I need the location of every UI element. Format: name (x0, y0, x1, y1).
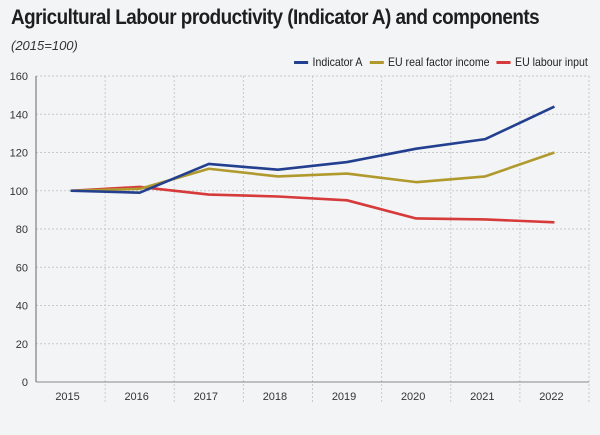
y-tick-label: 20 (16, 339, 28, 351)
y-tick-label: 140 (10, 109, 28, 121)
y-tick-label: 160 (10, 71, 28, 83)
x-tick-label: 2017 (194, 391, 218, 403)
legend-label: EU labour input (515, 55, 588, 69)
chart-title: Agricultural Labour productivity (Indica… (11, 6, 540, 29)
y-tick-label: 100 (10, 186, 28, 198)
y-tick-label: 40 (16, 301, 28, 313)
y-tick-label: 0 (22, 377, 28, 389)
legend-swatch (369, 60, 384, 64)
legend-item-labour: EU labour input (496, 55, 588, 69)
x-tick-label: 2021 (470, 391, 494, 403)
chart-subtitle: (2015=100) (11, 38, 78, 53)
legend-swatch (496, 60, 511, 64)
y-tick-label: 80 (16, 224, 28, 236)
x-tick-label: 2019 (332, 391, 356, 403)
legend-label: Indicator A (312, 55, 363, 69)
x-tick-label: 2015 (55, 391, 79, 403)
legend-label: EU real factor income (388, 55, 490, 69)
y-tick-label: 60 (16, 262, 28, 274)
legend-item-indicator-a: Indicator A (294, 55, 363, 69)
x-tick-label: 2022 (539, 391, 563, 403)
y-tick-label: 120 (10, 148, 28, 160)
series-line-indicator-a (70, 105, 555, 194)
legend-swatch (294, 60, 309, 64)
legend: Indicator A EU real factor income EU lab… (294, 55, 588, 69)
x-tick-label: 2016 (124, 391, 148, 403)
x-tick-label: 2018 (263, 391, 287, 403)
series-line-eu-real-factor-income (70, 151, 555, 193)
legend-item-income: EU real factor income (369, 55, 490, 69)
x-tick-label: 2020 (401, 391, 425, 403)
